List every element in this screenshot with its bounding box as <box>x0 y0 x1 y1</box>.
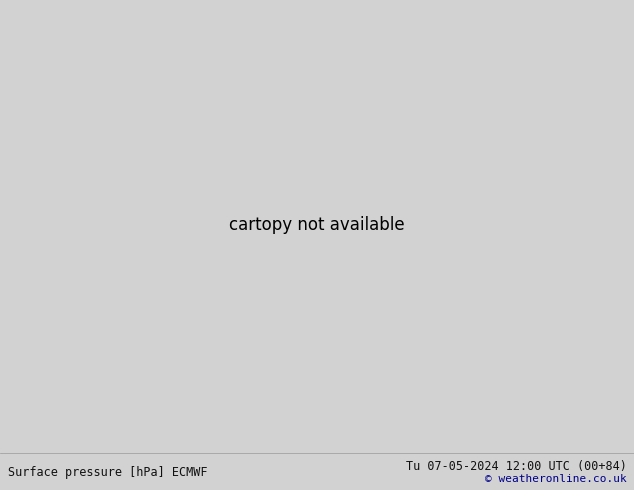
Text: Surface pressure [hPa] ECMWF: Surface pressure [hPa] ECMWF <box>8 466 207 479</box>
Text: © weatheronline.co.uk: © weatheronline.co.uk <box>484 474 626 484</box>
Text: cartopy not available: cartopy not available <box>229 216 405 234</box>
Text: Tu 07-05-2024 12:00 UTC (00+84): Tu 07-05-2024 12:00 UTC (00+84) <box>406 460 626 473</box>
